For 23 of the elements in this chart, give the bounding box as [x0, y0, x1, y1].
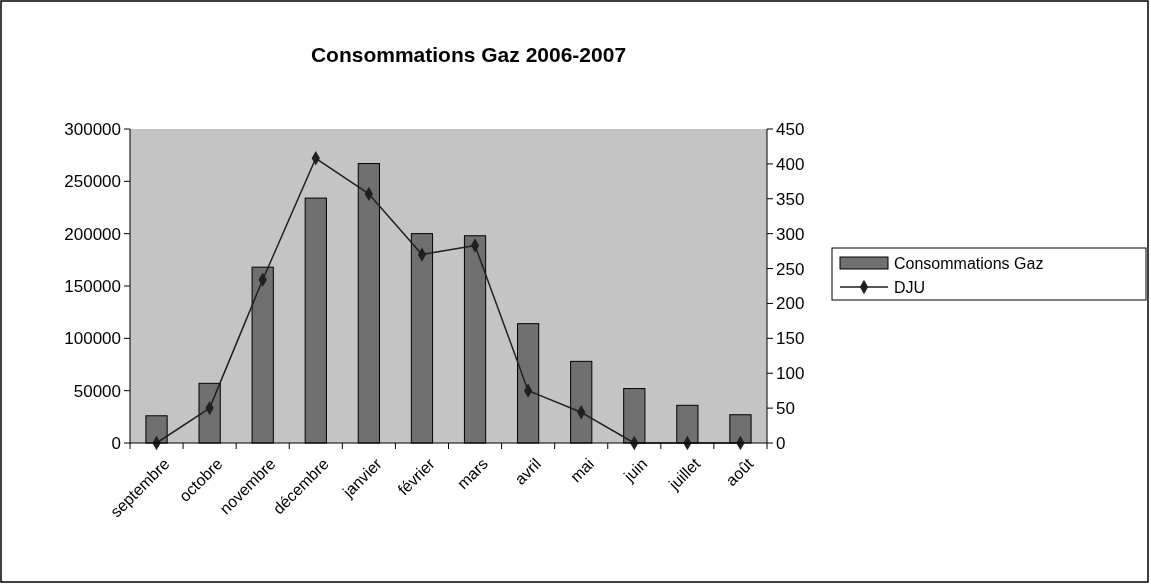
x-tick-label: mai	[567, 455, 598, 486]
y-tick-label: 0	[111, 433, 121, 453]
y2-tick-label: 100	[776, 364, 805, 384]
y2-tick-label: 300	[776, 224, 805, 244]
y2-tick-label: 50	[776, 399, 795, 419]
y2-tick-label: 200	[776, 294, 805, 314]
x-tick-label: juin	[619, 455, 651, 486]
y-tick-label: 300000	[64, 119, 121, 139]
legend-label: Consommations Gaz	[894, 254, 1044, 272]
y2-tick-label: 150	[776, 329, 805, 349]
y-tick-label: 50000	[73, 381, 121, 401]
y-tick-label: 150000	[64, 276, 121, 296]
y-tick-label: 250000	[64, 172, 121, 192]
y-tick-label: 200000	[64, 224, 121, 244]
y2-tick-label: 250	[776, 259, 805, 279]
y2-tick-label: 450	[776, 119, 805, 139]
y2-tick-label: 350	[776, 189, 805, 209]
y2-tick-label: 0	[776, 433, 786, 453]
y2-tick-label: 400	[776, 154, 805, 174]
legend-label: DJU	[894, 278, 926, 296]
x-tick-label: août	[722, 454, 757, 490]
chart-title: Consommations Gaz 2006-2007	[310, 43, 627, 66]
y-tick-label: 100000	[64, 329, 121, 349]
